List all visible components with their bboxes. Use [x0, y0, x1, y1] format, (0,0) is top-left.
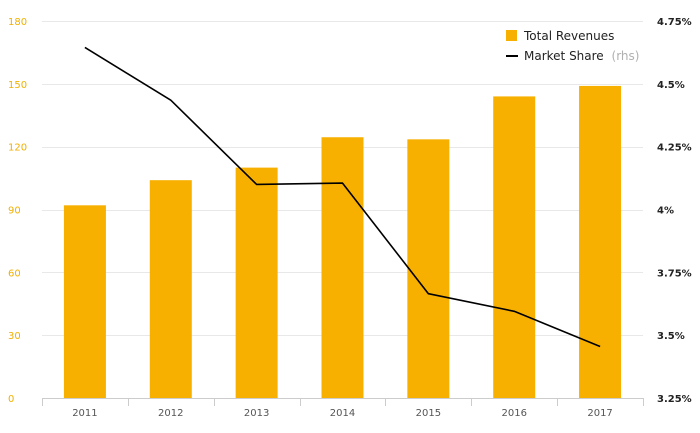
right-axis-tick-label: 3.5%: [657, 331, 685, 342]
right-axis-tick-label: 3.25%: [657, 394, 692, 405]
legend-item-total-revenues[interactable]: Total Revenues: [506, 29, 614, 43]
bar-series: [63, 85, 622, 399]
bar: [149, 180, 192, 398]
left-axis-ticks: 0 30 60 90 120 150 180: [8, 17, 27, 405]
x-axis-tick-label: 2015: [416, 408, 441, 419]
market-share-line: [84, 46, 601, 348]
legend[interactable]: Total Revenues Market Share (rhs): [506, 29, 639, 63]
left-axis-tick-label: 90: [8, 206, 21, 217]
x-axis: [42, 398, 644, 406]
left-axis-tick-label: 60: [8, 268, 21, 279]
right-axis-tick-label: 4%: [657, 206, 674, 217]
x-axis-tick-label: 2014: [330, 408, 355, 419]
bar: [63, 205, 106, 398]
x-axis-ticks: 2011 2012 2013 2014 2015 2016 2017: [72, 408, 613, 419]
line-series: [84, 46, 601, 348]
bar: [321, 137, 364, 398]
bar: [407, 139, 450, 398]
left-axis-tick-label: 150: [8, 80, 27, 91]
x-axis-tick-label: 2011: [72, 408, 97, 419]
left-axis-tick-label: 120: [8, 143, 27, 154]
left-axis-tick-label: 180: [8, 17, 27, 28]
right-axis-ticks: 3.25% 3.5% 3.75% 4% 4.25% 4.5% 4.75%: [657, 17, 692, 405]
x-axis-tick-label: 2017: [587, 408, 612, 419]
right-axis-tick-label: 4.25%: [657, 143, 692, 154]
legend-label: Total Revenues: [523, 29, 614, 43]
right-axis-tick-label: 4.75%: [657, 17, 692, 28]
legend-label-suffix: (rhs): [612, 49, 640, 63]
bar: [493, 96, 536, 399]
x-axis-tick-label: 2013: [244, 408, 269, 419]
right-axis-tick-label: 4.5%: [657, 80, 685, 91]
x-axis-tick-label: 2016: [501, 408, 526, 419]
legend-swatch-bar: [506, 30, 517, 41]
legend-label: Market Share (rhs): [524, 49, 639, 63]
bar: [235, 167, 278, 398]
left-axis-tick-label: 0: [8, 394, 14, 405]
bar: [579, 85, 622, 398]
left-axis-tick-label: 30: [8, 331, 21, 342]
right-axis-tick-label: 3.75%: [657, 268, 692, 279]
x-axis-tick-label: 2012: [158, 408, 183, 419]
legend-label-name: Market Share: [524, 49, 604, 63]
legend-item-market-share[interactable]: Market Share (rhs): [506, 49, 639, 63]
